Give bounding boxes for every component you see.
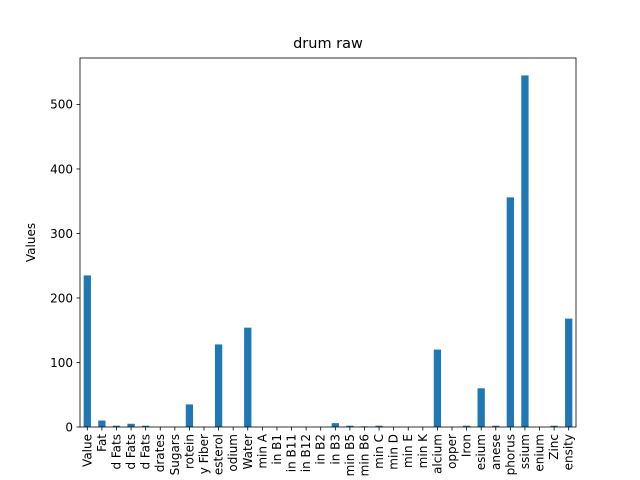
bar [462, 425, 471, 427]
bar [83, 275, 91, 427]
y-axis-ticks: 0 100 200 300 400 500 [50, 98, 80, 434]
x-tick-label: in B2 [314, 434, 328, 465]
x-tick-label: in B11 [285, 434, 299, 472]
x-tick-label: min B6 [357, 434, 371, 476]
bar [127, 423, 135, 427]
x-tick-label: opper [445, 434, 459, 469]
x-tick-label: phorus [503, 434, 517, 475]
x-tick-label: d Fats [139, 434, 153, 470]
x-tick-label: in B12 [299, 434, 313, 472]
x-tick-label: in B3 [328, 434, 342, 465]
bar [433, 349, 442, 427]
bar [112, 425, 121, 427]
bar [214, 344, 223, 427]
x-tick-label: min E [401, 434, 415, 468]
x-tick-label: drates [153, 434, 167, 472]
y-tick-label: 100 [50, 356, 73, 370]
x-tick-label: rotein [182, 434, 196, 469]
x-tick-label: enium [533, 434, 547, 472]
x-tick-label: min B5 [343, 434, 357, 476]
y-tick-label: 0 [65, 420, 73, 434]
x-axis-ticks: Value Fat d Fats d Fats d Fats drates Sugars ro… [80, 427, 576, 476]
bar [565, 318, 573, 427]
bar [346, 425, 354, 427]
bar [185, 404, 194, 427]
x-tick-label: ssium [518, 434, 532, 469]
x-tick-label: min C [372, 434, 386, 469]
bar [98, 420, 106, 427]
bar [477, 388, 485, 427]
x-tick-label: alcium [430, 434, 444, 474]
bar [244, 327, 252, 427]
x-tick-label: d Fats [124, 434, 138, 470]
x-tick-label: min A [255, 433, 269, 468]
x-tick-label: Value [80, 434, 94, 467]
bar [375, 425, 383, 427]
bar [550, 425, 558, 427]
x-tick-label: Sugars [168, 434, 182, 475]
chart-title: drum raw [293, 36, 363, 52]
bar [521, 75, 529, 427]
x-tick-label: anese [489, 434, 503, 470]
x-tick-label: Water [241, 434, 255, 470]
y-axis-label: Values [24, 223, 38, 262]
y-tick-label: 500 [50, 98, 73, 112]
bar [142, 425, 150, 427]
bar [506, 197, 514, 427]
bar [331, 423, 339, 427]
x-tick-label: ensity [562, 434, 576, 470]
x-tick-label: Zinc [547, 434, 561, 460]
bars-group [83, 75, 573, 427]
bar [492, 425, 500, 427]
x-tick-label: esterol [212, 434, 226, 475]
y-tick-label: 200 [50, 291, 73, 305]
y-tick-label: 300 [50, 227, 73, 241]
x-tick-label: min K [416, 433, 430, 468]
plot-frame [79, 57, 577, 428]
x-tick-label: Iron [460, 434, 474, 457]
x-tick-label: Fat [95, 434, 109, 452]
x-tick-label: in B1 [270, 434, 284, 465]
x-tick-label: min D [387, 434, 401, 470]
x-tick-label: y Fiber [197, 434, 211, 474]
x-tick-label: d Fats [109, 434, 123, 470]
x-tick-label: odium [226, 434, 240, 472]
y-tick-label: 400 [50, 162, 73, 176]
x-tick-label: esium [474, 434, 488, 470]
